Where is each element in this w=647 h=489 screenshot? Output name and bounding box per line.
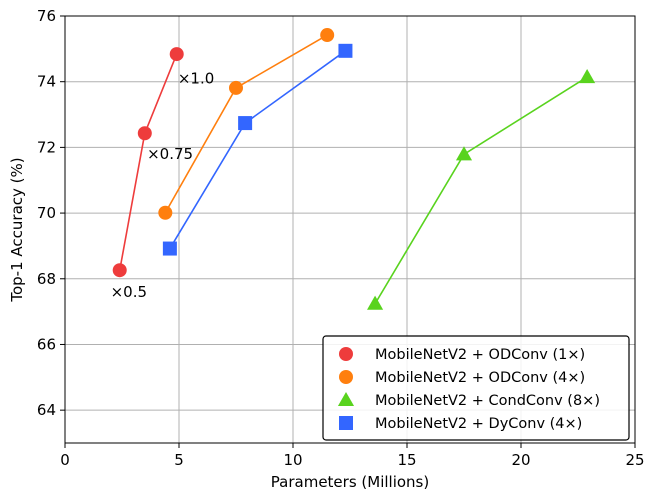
- y-tick-label: 72: [37, 138, 56, 156]
- x-tick-label: 0: [60, 451, 70, 469]
- data-point: [367, 295, 384, 310]
- data-point: [320, 28, 335, 43]
- point-annotation: ×0.5: [111, 283, 147, 301]
- legend: MobileNetV2 + ODConv (1×) MobileNetV2 + O…: [322, 335, 630, 441]
- y-tick-label: 64: [37, 401, 56, 419]
- data-point: [455, 146, 473, 161]
- data-point: [137, 126, 152, 141]
- data-point: [338, 43, 353, 58]
- y-tick-label: 70: [37, 204, 56, 222]
- y-axis-title: Top-1 Accuracy (%): [8, 157, 26, 302]
- legend-label: MobileNetV2 + ODConv (1×): [375, 347, 585, 363]
- x-tick-label: 25: [625, 451, 644, 469]
- legend-marker: [339, 416, 353, 430]
- series: [162, 43, 353, 256]
- data-point: [229, 80, 243, 95]
- x-tick-label: 10: [283, 451, 302, 469]
- data-point: [112, 263, 127, 278]
- series-group: [112, 28, 596, 310]
- point-annotation: ×0.75: [147, 145, 193, 163]
- data-point: [579, 69, 596, 84]
- legend-marker: [339, 347, 353, 361]
- y-tick-label: 76: [37, 7, 56, 25]
- series: [158, 28, 335, 220]
- legend-label: MobileNetV2 + ODConv (4×): [375, 370, 585, 386]
- axis-ticks: 0 5 10 15 20 25 64 66 68 70 72 74 76: [37, 7, 645, 469]
- data-point: [162, 241, 177, 256]
- legend-marker: [337, 391, 355, 407]
- annotations: ×0.5 ×0.75 ×1.0: [111, 69, 215, 301]
- plot-frame: [64, 15, 636, 444]
- data-point: [238, 116, 253, 131]
- legend-box: [322, 335, 630, 441]
- x-tick-label: 5: [174, 451, 184, 469]
- x-axis-title: Parameters (Millions): [271, 473, 429, 489]
- y-tick-label: 68: [37, 270, 56, 288]
- legend-label: MobileNetV2 + CondConv (8×): [375, 393, 600, 409]
- legend-marker: [339, 370, 353, 384]
- y-tick-label: 66: [37, 335, 56, 353]
- x-tick-label: 20: [511, 451, 530, 469]
- data-point: [169, 47, 184, 62]
- data-point: [158, 205, 173, 220]
- legend-label: MobileNetV2 + DyConv (4×): [375, 416, 582, 432]
- point-annotation: ×1.0: [178, 69, 214, 87]
- series: [367, 69, 596, 310]
- series: [112, 47, 184, 278]
- x-tick-label: 15: [397, 451, 416, 469]
- y-tick-label: 74: [37, 73, 56, 91]
